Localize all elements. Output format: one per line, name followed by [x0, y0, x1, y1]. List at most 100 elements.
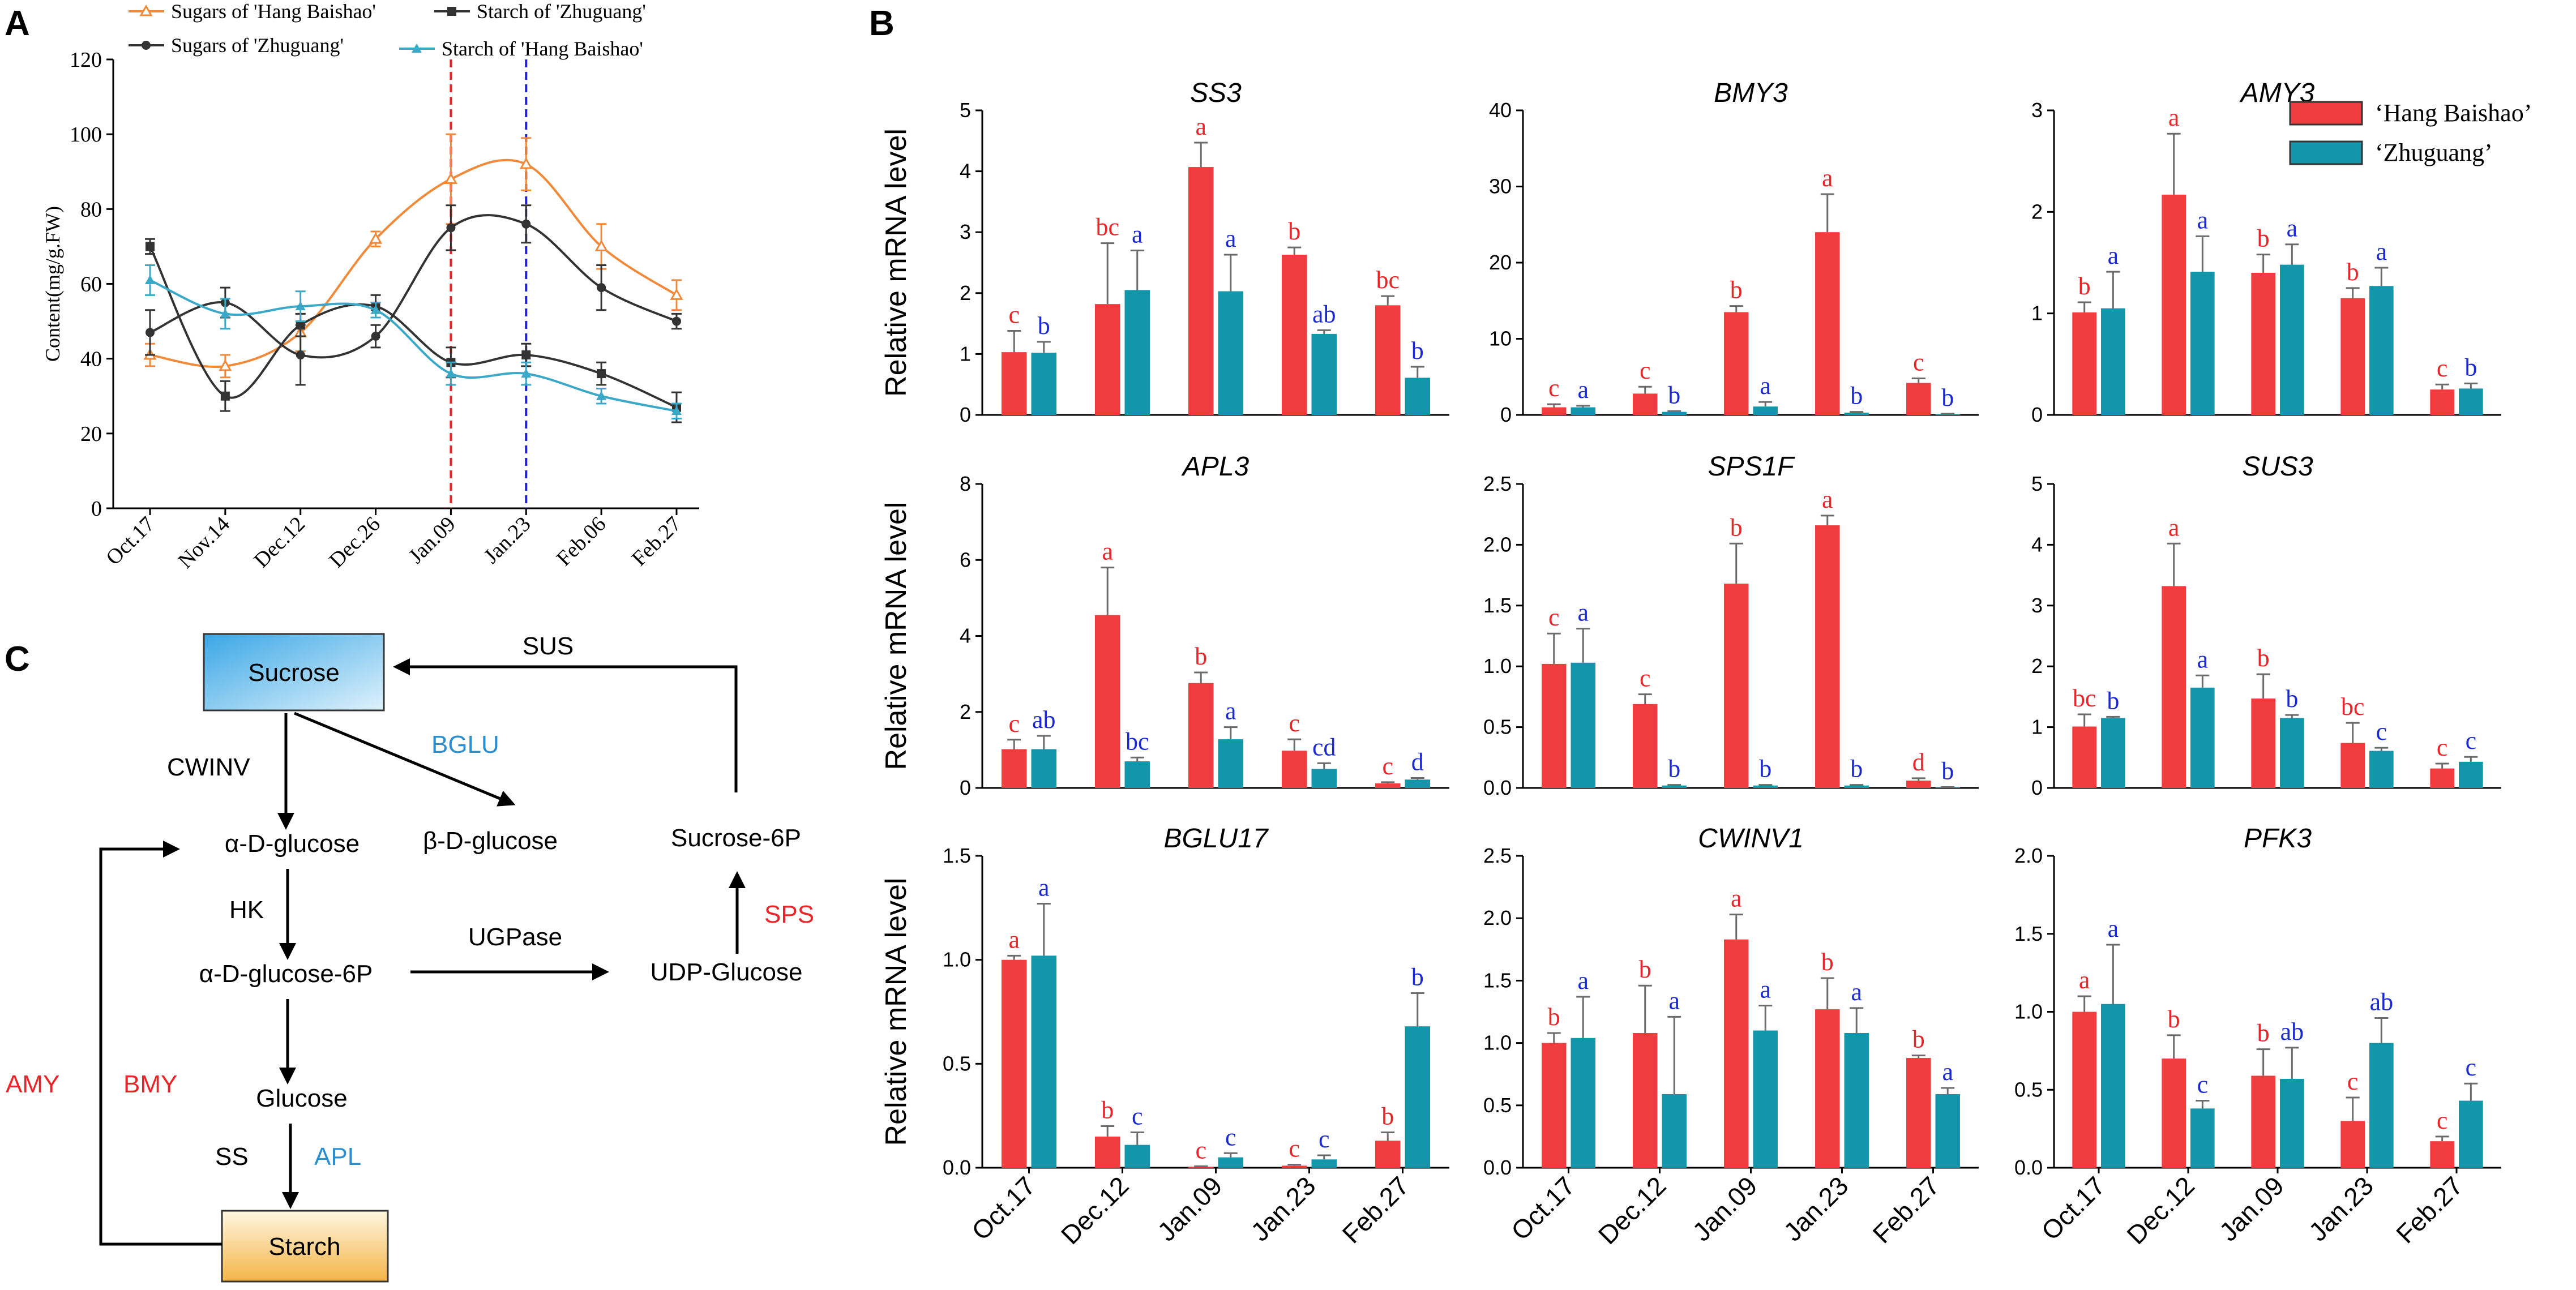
series-line	[149, 158, 678, 368]
x-tick-label: Feb.06	[552, 512, 611, 571]
data-point	[597, 283, 606, 293]
data-point	[296, 320, 305, 330]
data-point	[597, 369, 606, 379]
y-tick-label: 40	[80, 348, 102, 371]
significance-letter-hang: b	[1821, 948, 1834, 976]
significance-letter-zhu: b	[2464, 353, 2477, 381]
significance-letter-zhu: b	[1668, 755, 1680, 783]
x-tick-label: Dec.26	[324, 512, 385, 573]
y-tick-label: 0.5	[1483, 715, 1512, 739]
significance-letter-hang: a	[2168, 513, 2180, 541]
bar-hang-baishao	[1001, 352, 1027, 415]
significance-letter-zhu: a	[2197, 206, 2209, 234]
cwinv-label: CWINV	[167, 753, 250, 781]
significance-letter-zhu: b	[2286, 685, 2298, 713]
y-tick-label: 2	[960, 281, 971, 305]
legend-swatch	[2289, 140, 2363, 165]
y-tick-label: 0	[1500, 403, 1512, 426]
significance-letter-zhu: b	[1038, 312, 1050, 340]
y-tick-label: 0	[960, 776, 971, 799]
x-tick-label: Oct.17	[2035, 1171, 2111, 1246]
y-tick-label: 1.5	[1483, 968, 1512, 992]
bar-hang-baishao	[2162, 586, 2186, 788]
bar-zhuguang	[1031, 353, 1057, 415]
y-tick-label: 40	[1489, 98, 1512, 122]
sucrose-node-label: Sucrose	[248, 659, 339, 687]
udp-glucose-node: UDP-Glucose	[651, 958, 803, 986]
y-tick-label: 5	[2031, 472, 2043, 495]
legend: ‘Hang Baishao’ ‘Zhuguang’	[2289, 99, 2532, 166]
y-tick-label: 1.0	[943, 948, 971, 971]
y-tick-label: 2.0	[1483, 533, 1512, 556]
significance-letter-zhu: a	[1038, 873, 1050, 901]
bar-hang-baishao	[2430, 768, 2454, 788]
gene-title: PFK3	[2244, 824, 2312, 854]
bar-zhuguang	[1405, 378, 1431, 415]
significance-letter-hang: a	[1008, 925, 1020, 953]
y-axis-label: Content(mg/g.FW)	[41, 206, 64, 362]
significance-letter-hang: bc	[1096, 213, 1119, 241]
y-tick-label: 1	[2031, 715, 2043, 739]
x-tick-label: Jan.09	[404, 512, 460, 568]
y-tick-label: 20	[1489, 251, 1512, 274]
bar-hang-baishao	[2340, 298, 2365, 415]
y-tick-label: 120	[70, 48, 102, 72]
significance-letter-hang: c	[1640, 357, 1651, 384]
bar-hang-baishao	[1815, 232, 1840, 415]
data-point	[672, 316, 681, 326]
bar-zhuguang	[1753, 1030, 1778, 1168]
gene-chart-cwinv1: 0.00.51.01.52.02.5CWINV1baOct.17baDec.12…	[1483, 824, 1979, 1250]
bar-zhuguang	[1844, 785, 1869, 788]
significance-letter-hang: c	[1548, 603, 1560, 631]
data-point	[219, 359, 232, 371]
significance-letter-hang: b	[1101, 1096, 1114, 1124]
apl-label: APL	[314, 1143, 361, 1171]
bar-zhuguang	[1031, 955, 1057, 1168]
bar-zhuguang	[1571, 1038, 1595, 1168]
bar-zhuguang	[2459, 388, 2483, 415]
significance-letter-hang: c	[1195, 1136, 1206, 1164]
significance-letter-zhu: a	[1225, 697, 1236, 725]
bar-zhuguang	[1753, 406, 1778, 415]
gene-title: SPS1F	[1708, 452, 1795, 482]
bar-hang-baishao	[2251, 272, 2275, 415]
x-tick-label: Jan.23	[480, 512, 536, 568]
starch-node	[221, 1210, 389, 1283]
sus-arrow	[393, 658, 738, 792]
panel-letter-b: B	[869, 4, 895, 43]
significance-letter-zhu: b	[2107, 687, 2119, 714]
y-tick-label: 0.0	[1483, 1156, 1512, 1179]
significance-letter-zhu: a	[1577, 376, 1589, 404]
significance-letter-hang: c	[1008, 301, 1020, 329]
significance-letter-hang: b	[1548, 1003, 1560, 1031]
bar-hang-baishao	[1542, 1043, 1567, 1168]
y-tick-label: 0	[2031, 403, 2043, 426]
series-line	[149, 279, 677, 413]
bar-hang-baishao	[1281, 255, 1307, 415]
legend-swatch	[2289, 101, 2363, 126]
legend-label: Starch of 'Zhuguang'	[477, 0, 646, 23]
alpha-glucose-node: α-D-glucose	[225, 830, 360, 858]
significance-letter-zhu: a	[1577, 967, 1589, 995]
bar-hang-baishao	[1094, 304, 1120, 415]
x-tick-label: Jan.09	[2214, 1171, 2290, 1246]
data-point	[145, 275, 155, 284]
series-1	[145, 204, 682, 386]
bar-hang-baishao	[1542, 663, 1567, 788]
legend-label: Sugars of 'Hang Baishao'	[171, 0, 376, 23]
significance-letter-hang: c	[1382, 752, 1393, 780]
data-point	[295, 301, 306, 311]
bar-hang-baishao	[1724, 584, 1749, 788]
significance-letter-zhu: a	[1225, 225, 1236, 252]
bar-zhuguang	[1124, 1145, 1150, 1168]
significance-letter-zhu: b	[1759, 755, 1771, 783]
bar-zhuguang	[1124, 761, 1150, 788]
significance-letter-zhu: ab	[1312, 300, 1336, 328]
significance-letter-hang: a	[2168, 104, 2180, 131]
gene-title: SUS3	[2242, 452, 2313, 482]
